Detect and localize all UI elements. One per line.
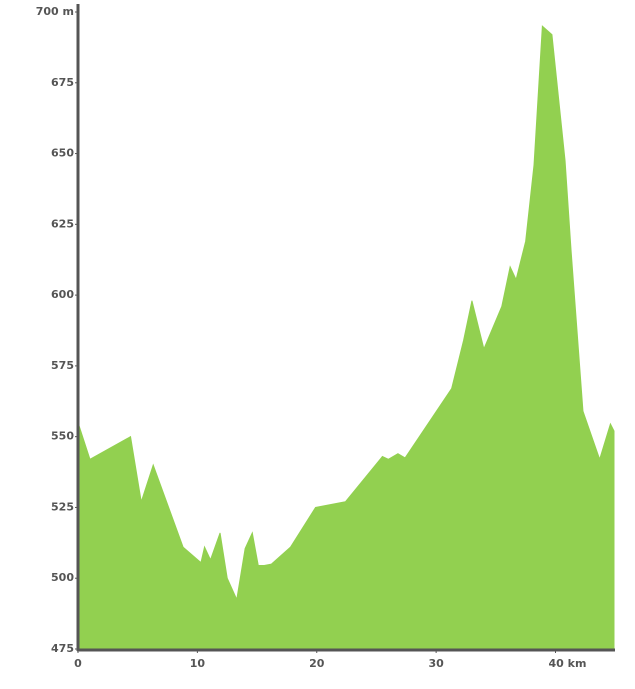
y-tick-label: 600 bbox=[51, 288, 74, 301]
y-tick-label: 700 m bbox=[36, 5, 74, 18]
elevation-area bbox=[77, 25, 615, 650]
y-tick-label: 625 bbox=[51, 217, 74, 230]
x-tick-label: 0 bbox=[74, 657, 82, 670]
y-tick-label: 525 bbox=[51, 500, 74, 513]
y-tick-label: 475 bbox=[51, 642, 74, 655]
x-tick-label: 40 km bbox=[549, 657, 587, 670]
y-tick-label: 675 bbox=[51, 76, 74, 89]
y-tick-label: 550 bbox=[51, 430, 74, 443]
y-tick-label: 575 bbox=[51, 359, 74, 372]
x-tick-label: 10 bbox=[190, 657, 206, 670]
x-tick-label: 30 bbox=[428, 657, 444, 670]
y-tick-label: 650 bbox=[51, 147, 74, 160]
x-tick-label: 20 bbox=[309, 657, 325, 670]
y-tick-label: 500 bbox=[51, 571, 74, 584]
